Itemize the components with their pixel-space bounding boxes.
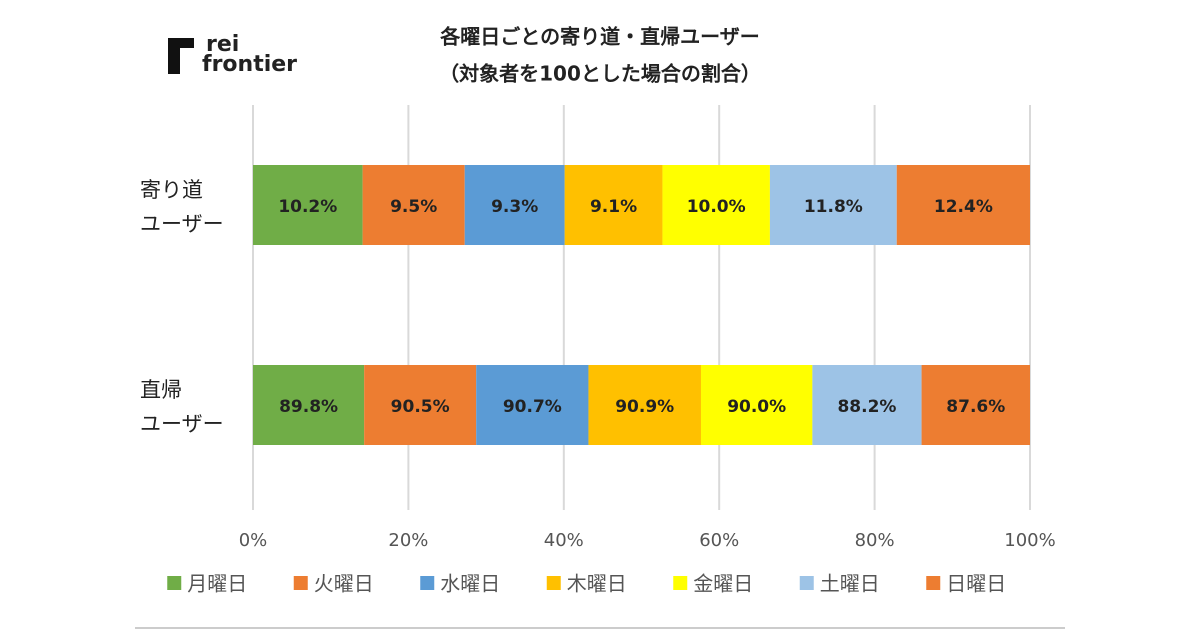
logo-text: frontier <box>202 52 297 77</box>
legend-swatch <box>167 576 182 590</box>
legend-label: 金曜日 <box>693 572 753 596</box>
logo-icon <box>168 38 194 74</box>
bar-segment <box>769 165 897 245</box>
bar-segment <box>476 365 589 445</box>
legend-swatch <box>293 576 308 590</box>
legend-swatch <box>926 576 941 590</box>
y-tick-label: 寄り道 <box>140 178 203 202</box>
logo-text: rei <box>206 32 239 57</box>
data-label: 90.5% <box>391 397 450 417</box>
x-tick-label: 0% <box>239 530 268 551</box>
legend-label: 木曜日 <box>567 572 627 596</box>
bar-segment <box>564 165 663 245</box>
data-label: 12.4% <box>934 197 993 217</box>
data-label: 88.2% <box>837 397 896 417</box>
x-tick-label: 60% <box>699 530 739 551</box>
legend-label: 土曜日 <box>820 572 880 596</box>
bar-segment <box>896 165 1030 245</box>
bar-segment <box>662 165 770 245</box>
y-tick-label: ユーザー <box>140 212 224 236</box>
x-tick-label: 40% <box>544 530 584 551</box>
data-label: 89.8% <box>279 397 338 417</box>
bar-segment <box>700 365 813 445</box>
data-label: 90.7% <box>503 397 562 417</box>
chart-subtitle: （対象者を100とした場合の割合） <box>439 62 761 86</box>
y-tick-label: ユーザー <box>140 412 224 436</box>
legend-swatch <box>546 576 561 590</box>
bar-segment <box>921 365 1030 445</box>
x-tick-label: 100% <box>1004 530 1055 551</box>
bar-segment <box>362 165 465 245</box>
bar-segment <box>364 365 477 445</box>
data-label: 90.0% <box>727 397 786 417</box>
bar-segment <box>253 365 365 445</box>
legend-label: 日曜日 <box>946 572 1006 596</box>
bar-segment <box>812 365 922 445</box>
data-label: 10.2% <box>278 197 337 217</box>
bar-segment <box>588 365 701 445</box>
legend-label: 火曜日 <box>314 572 374 596</box>
legend-swatch <box>799 576 814 590</box>
data-label: 9.1% <box>590 197 637 217</box>
data-label: 9.5% <box>390 197 437 217</box>
data-label: 90.9% <box>615 397 674 417</box>
data-label: 87.6% <box>946 397 1005 417</box>
legend-label: 水曜日 <box>440 572 500 596</box>
x-tick-label: 80% <box>855 530 895 551</box>
bar-segment <box>464 165 565 245</box>
logo: rei frontier <box>168 32 297 77</box>
x-tick-label: 20% <box>388 530 428 551</box>
legend-swatch <box>673 576 688 590</box>
bar-segment <box>253 165 363 245</box>
chart-title: 各曜日ごとの寄り道・直帰ユーザー <box>439 25 759 49</box>
y-tick-label: 直帰 <box>140 378 182 402</box>
data-label: 11.8% <box>804 197 863 217</box>
legend-swatch <box>420 576 435 590</box>
data-label: 10.0% <box>687 197 746 217</box>
legend-label: 月曜日 <box>187 572 247 596</box>
data-label: 9.3% <box>491 197 538 217</box>
